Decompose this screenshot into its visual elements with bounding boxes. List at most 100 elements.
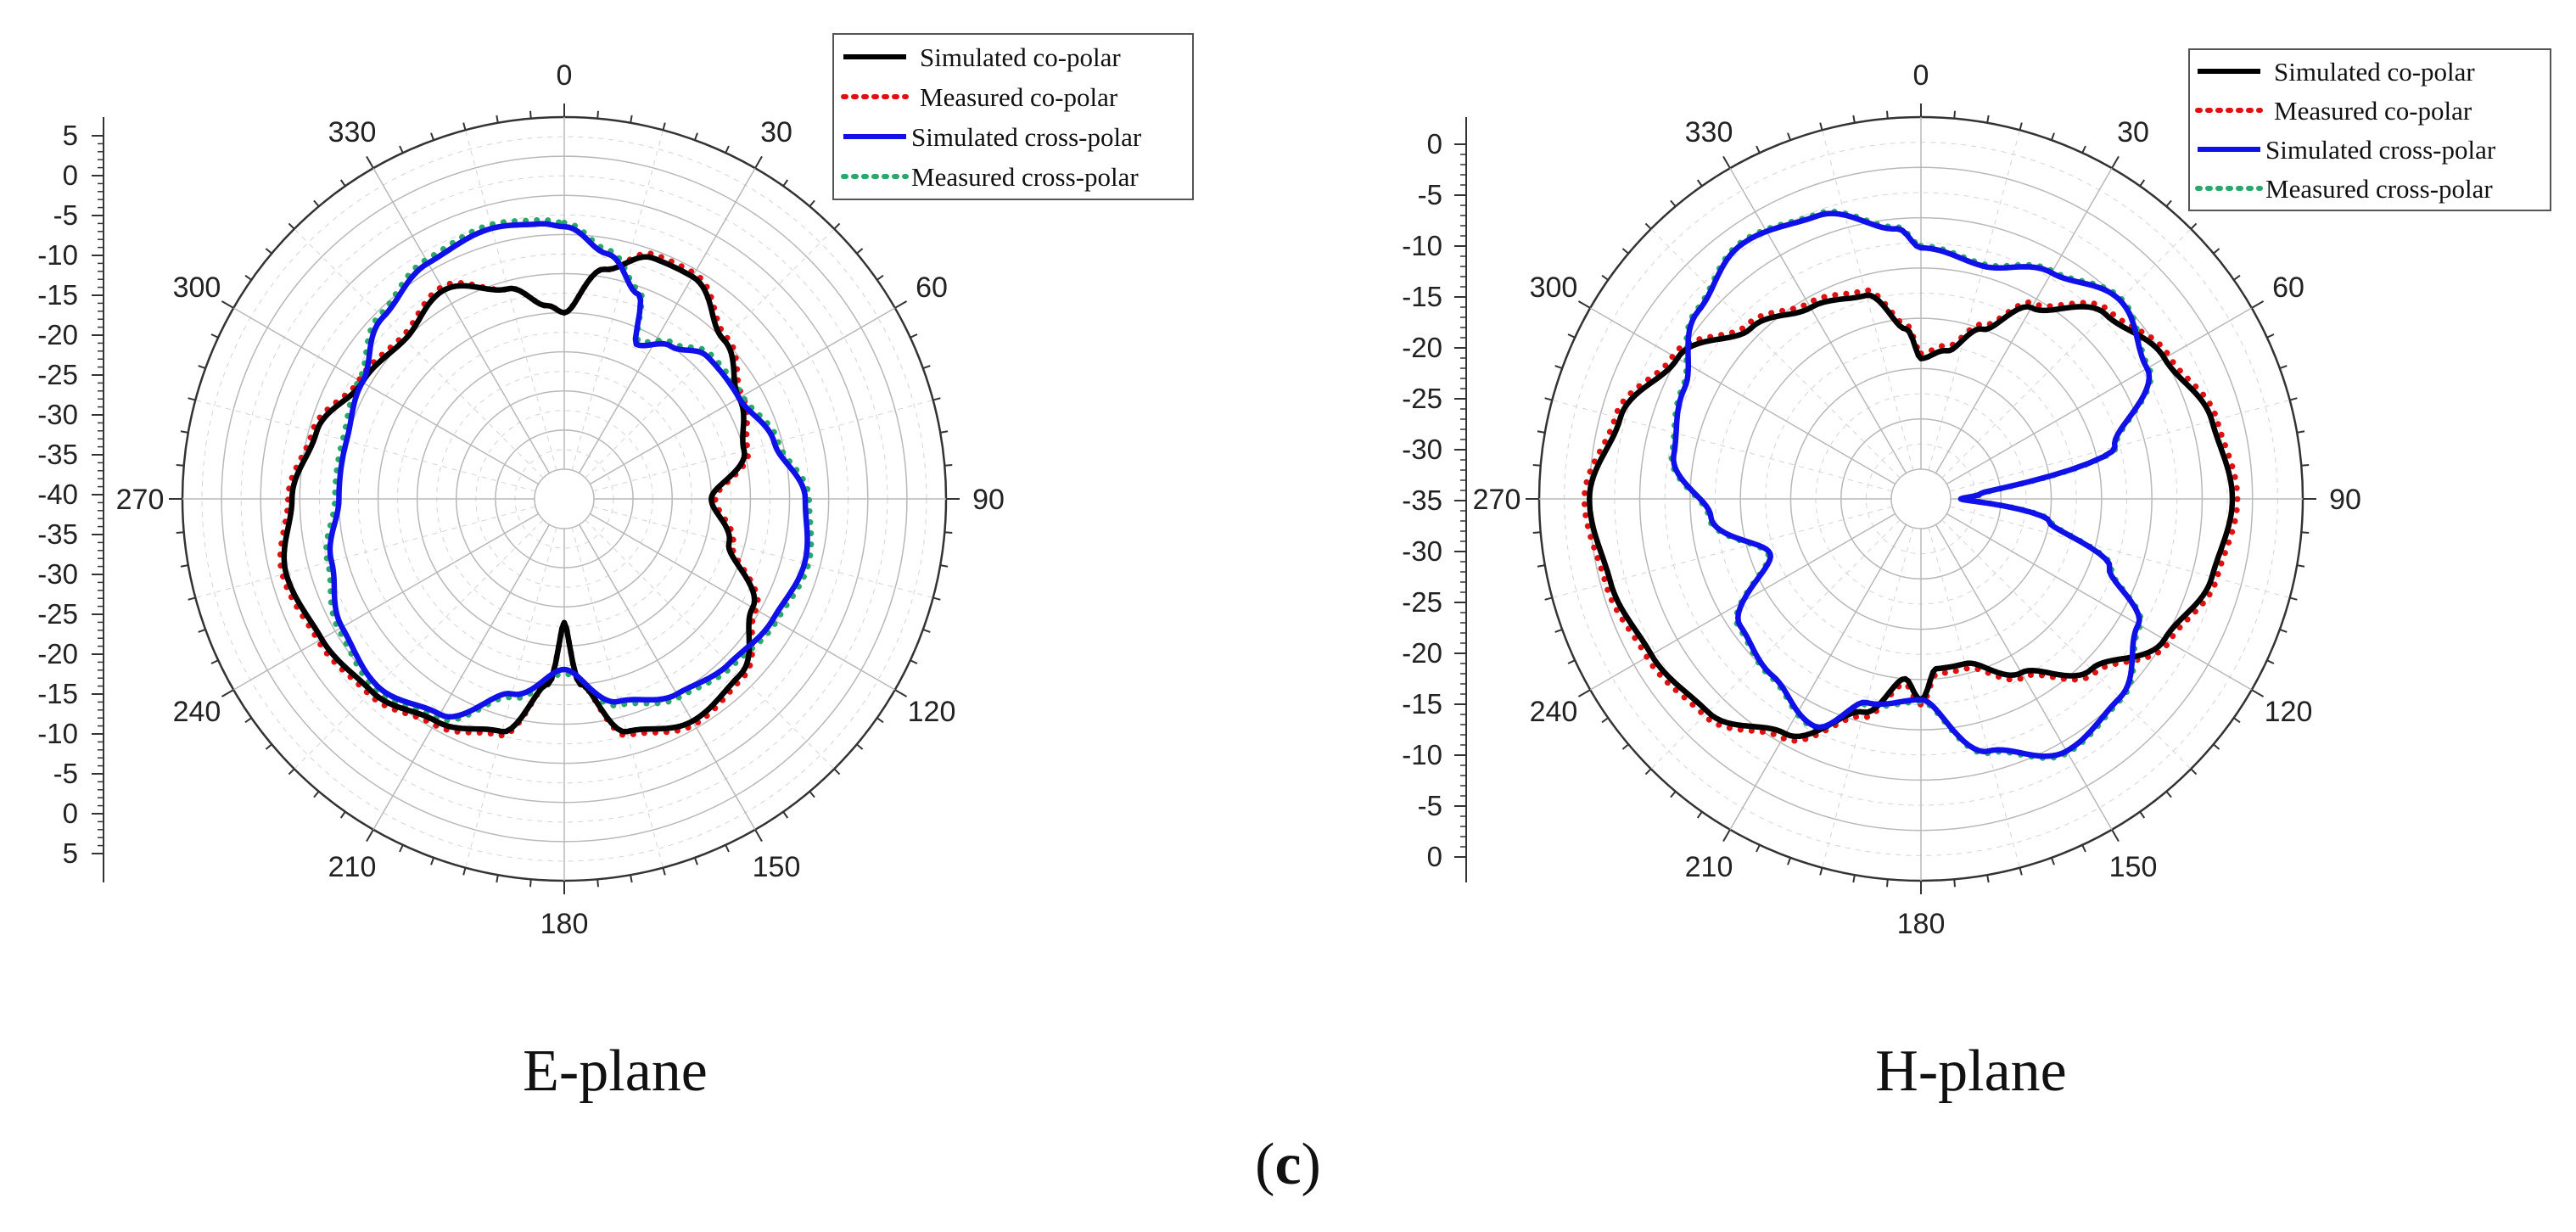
angle-tick [210,333,219,339]
grid-spoke [294,228,544,479]
grid-spoke [1650,519,1901,770]
figure-label-close: ) [1302,1132,1321,1197]
angle-tick [399,145,404,154]
e-plane-caption: E-plane [523,1039,708,1104]
angle-tick [1986,115,1990,124]
angle-tick [496,115,499,124]
angle-tick [2050,132,2055,141]
angle-tick [1601,274,1609,281]
angle-tick [754,155,763,169]
grid-spoke [571,130,664,471]
angle-tick [1537,564,1546,568]
radial-tick-label: -30 [1402,434,1442,465]
angle-tick [221,689,234,697]
grid-spoke [1935,524,2113,831]
angle-tick [244,717,252,724]
angle-tick [1567,659,1576,664]
grid-spoke [578,524,756,831]
grid-spoke [589,307,896,485]
grid-spoke [1928,527,2020,868]
grid-spoke [1552,400,1893,492]
angle-tick [180,564,189,568]
angle-tick [894,689,908,697]
legend-label: Simulated co-polar [2274,57,2475,87]
angle-tick [288,222,295,230]
radial-tick-label: -15 [37,678,78,709]
angle-tick [265,248,272,255]
angle-tick [399,844,404,853]
angle-tick [2266,659,2275,664]
e-plane-panel: 0 30 60 90 120 150 180 210 240 270 300 330 5 0 -5 -10 -… [37,33,1194,1104]
angle-tick [939,564,949,568]
radial-tick-label: 0 [1427,128,1442,160]
angle-tick [2139,811,2146,819]
angle-tick [2266,333,2275,339]
angle-tick [1787,857,1792,865]
angle-tick [2139,179,2146,187]
angle-tick [1722,155,1731,169]
angle-tick [198,365,206,370]
radial-tick-label: -25 [37,359,78,390]
angle-tick [1696,179,1703,187]
radial-tick-label: 0 [63,798,78,829]
angle-tick [596,879,600,888]
angle-tick [188,397,196,401]
angle-tick [693,857,698,865]
angle-tick [1756,844,1761,853]
angle-label: 150 [2109,851,2158,883]
angle-tick [2190,768,2198,776]
grid-spoke [589,512,896,691]
angle-tick [1554,365,1563,370]
angle-tick [782,811,789,819]
angle-label: 240 [1530,696,1578,728]
angle-label: 300 [1530,272,1578,304]
angle-label: 180 [1897,908,1946,940]
angle-tick [2233,274,2241,281]
h-plane-panel: 0 30 60 90 120 150 180 210 240 270 300 330 0 -5 -10 -1… [1402,48,2551,1104]
angle-tick [2165,199,2172,207]
angle-tick [1532,463,1541,467]
angle-tick [496,874,499,883]
angle-tick [1670,199,1677,207]
legend-label: Measured cross-polar [911,162,1139,192]
radial-tick-label: 5 [63,837,78,869]
angle-label: 150 [753,851,801,883]
grid-spoke [1729,167,1907,474]
angle-tick [1756,145,1761,154]
e-plane-angle-labels: 0 30 60 90 120 150 180 210 240 270 300 330 [116,59,1005,940]
angle-tick [2111,829,2120,843]
angle-tick [856,248,864,255]
angle-tick [1722,829,1731,843]
radial-tick-label: -20 [37,638,78,669]
angle-tick [1696,811,1703,819]
radial-tick-label: -25 [37,598,78,630]
angle-tick [876,274,884,281]
grid-spoke [1949,400,2290,492]
h-plane-grid [1526,104,2316,894]
angle-label: 330 [328,116,377,148]
angle-tick [1621,743,1629,750]
angle-tick [2251,300,2265,309]
radial-tick-label: -20 [1402,332,1442,363]
radial-tick-label: -35 [37,439,78,470]
angle-tick [366,829,374,843]
h-plane-series [1581,208,2241,761]
angle-tick [2213,743,2220,750]
angle-tick [1532,531,1541,535]
radial-tick-label: -5 [53,758,78,789]
angle-tick [1953,110,1957,119]
radial-tick-label: -35 [37,518,78,550]
angle-tick [339,811,346,819]
angle-tick [833,768,841,776]
h-plane-radial-axis: 0 -5 -10 -15 -20 -25 -30 -35 -30 -25 -20 -15 -10 -5 0 [1402,117,1467,882]
angle-tick [1644,768,1652,776]
radial-tick-label: 0 [1427,841,1442,872]
legend-label: Simulated co-polar [920,42,1121,72]
grid-spoke [1941,228,2192,479]
angle-tick [725,145,730,154]
angle-label: 30 [2117,116,2149,148]
meas-co-polar-line [1581,287,2241,744]
radial-tick-label: -20 [1402,637,1442,669]
grid-spoke [232,512,540,691]
radial-tick-label: -25 [1402,383,1442,414]
